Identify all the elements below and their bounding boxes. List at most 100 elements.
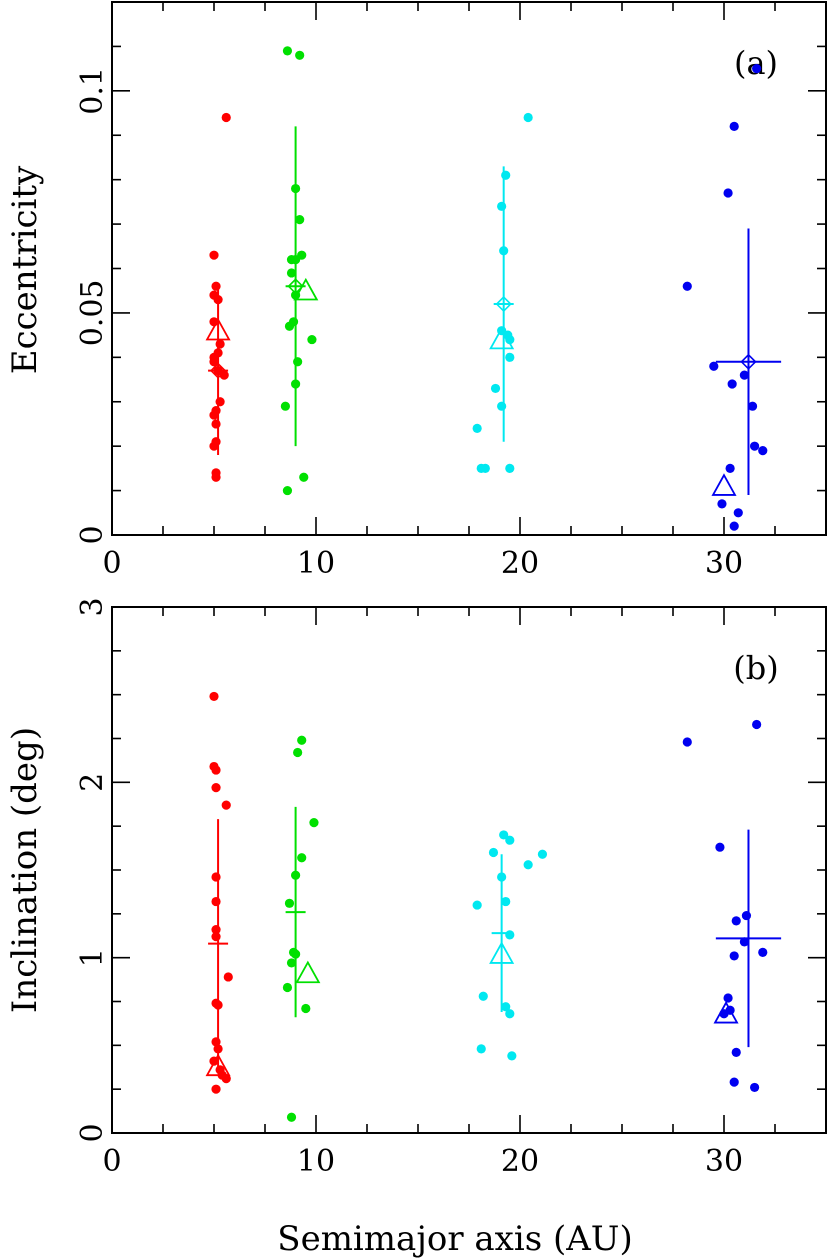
data-point <box>752 64 762 74</box>
data-point <box>221 1074 231 1084</box>
data-point <box>284 898 295 908</box>
data-point <box>505 352 515 362</box>
ecc-series-2 <box>472 112 533 473</box>
data-point <box>715 842 725 852</box>
data-point <box>682 737 692 747</box>
data-point <box>223 972 233 982</box>
data-point <box>505 1009 515 1019</box>
data-point <box>295 215 305 225</box>
data-point <box>523 860 533 870</box>
mean-diamond-marker <box>495 295 512 313</box>
inc-series-2 <box>472 830 548 1061</box>
ecc-x-tick-label: 10 <box>297 546 335 581</box>
data-point <box>739 370 750 380</box>
mean-diamond-marker <box>209 362 227 379</box>
data-point <box>501 170 511 180</box>
ecc-x-tick-label: 30 <box>705 546 743 581</box>
data-point <box>211 472 221 482</box>
data-point <box>209 441 219 451</box>
data-point <box>682 281 692 291</box>
data-point <box>221 800 231 810</box>
data-point <box>211 281 221 291</box>
data-point <box>709 361 719 371</box>
inc-y-tick-label: 0 <box>75 1123 110 1142</box>
data-point <box>490 383 501 394</box>
data-point <box>280 401 290 411</box>
data-point <box>497 201 507 211</box>
ecc-series-1 <box>280 46 319 496</box>
data-point <box>211 765 221 775</box>
data-point <box>211 1084 221 1094</box>
eccentricity-panel: 0 10 20 30 0 0.05 0.1 (a) <box>75 1 827 581</box>
data-point <box>727 379 737 389</box>
data-point <box>476 1044 486 1054</box>
triangle-marker <box>711 473 737 496</box>
data-point <box>293 357 303 367</box>
data-point <box>723 993 733 1003</box>
data-point <box>752 719 762 730</box>
data-point <box>717 499 727 509</box>
data-point <box>501 896 511 907</box>
data-point <box>211 872 221 882</box>
data-point <box>211 782 221 793</box>
data-point <box>297 735 307 745</box>
inc-y-tick-label: 1 <box>75 948 110 967</box>
data-point <box>211 896 221 907</box>
data-point <box>758 947 768 958</box>
data-point <box>211 419 221 429</box>
data-point <box>499 830 509 840</box>
data-point <box>282 485 293 496</box>
inc-y-tick-label: 2 <box>75 773 110 792</box>
data-point <box>297 853 307 863</box>
x-axis-label: Semimajor axis (AU) <box>277 1219 632 1259</box>
ecc-x-tick-label: 0 <box>102 546 121 581</box>
data-point <box>286 958 297 968</box>
data-point <box>472 423 482 433</box>
inclination-panel: 0 10 20 30 0 1 2 3 (b) <box>75 597 827 1179</box>
data-point <box>505 930 515 940</box>
inc-plot-frame <box>111 606 827 1134</box>
data-point <box>211 932 221 942</box>
data-point <box>209 357 219 367</box>
data-point <box>729 1077 739 1087</box>
data-point <box>505 463 515 473</box>
mean-diamond-marker <box>740 353 757 370</box>
data-point <box>297 250 307 260</box>
triangle-marker <box>295 960 321 984</box>
data-point <box>537 849 548 859</box>
data-point <box>295 50 305 60</box>
data-point <box>472 900 482 910</box>
data-point <box>750 441 760 451</box>
inc-series-1 <box>282 735 321 1122</box>
y-axis-label-inclination: Inclination (deg) <box>5 727 45 1013</box>
data-point <box>282 982 293 993</box>
y-axis-label-eccentricity: Eccentricity <box>5 165 45 374</box>
ecc-series-0 <box>205 112 231 482</box>
data-point <box>750 1082 760 1093</box>
data-point <box>731 1047 741 1057</box>
inc-x-tick-label: 20 <box>501 1144 539 1179</box>
data-point <box>307 334 317 345</box>
data-point <box>286 268 297 278</box>
data-point <box>209 691 219 702</box>
ecc-y-tick-label: 0 <box>75 525 110 544</box>
ecc-series-3 <box>682 64 782 531</box>
data-point <box>301 1003 311 1014</box>
data-point <box>725 463 735 473</box>
data-point <box>733 508 743 518</box>
ecc-x-tick-label: 20 <box>501 546 539 581</box>
data-point <box>729 521 739 531</box>
data-point <box>209 250 219 260</box>
inc-panel-label: (b) <box>733 649 778 687</box>
data-point <box>497 401 507 411</box>
inc-x-tick-label: 10 <box>297 1144 335 1179</box>
triangle-marker <box>205 317 231 341</box>
ecc-y-tick-label: 0.05 <box>75 280 110 347</box>
data-point <box>729 121 739 131</box>
data-point <box>501 1002 511 1012</box>
data-point <box>505 835 515 845</box>
data-point <box>286 1112 297 1122</box>
data-point <box>758 446 768 456</box>
data-point <box>221 112 231 123</box>
